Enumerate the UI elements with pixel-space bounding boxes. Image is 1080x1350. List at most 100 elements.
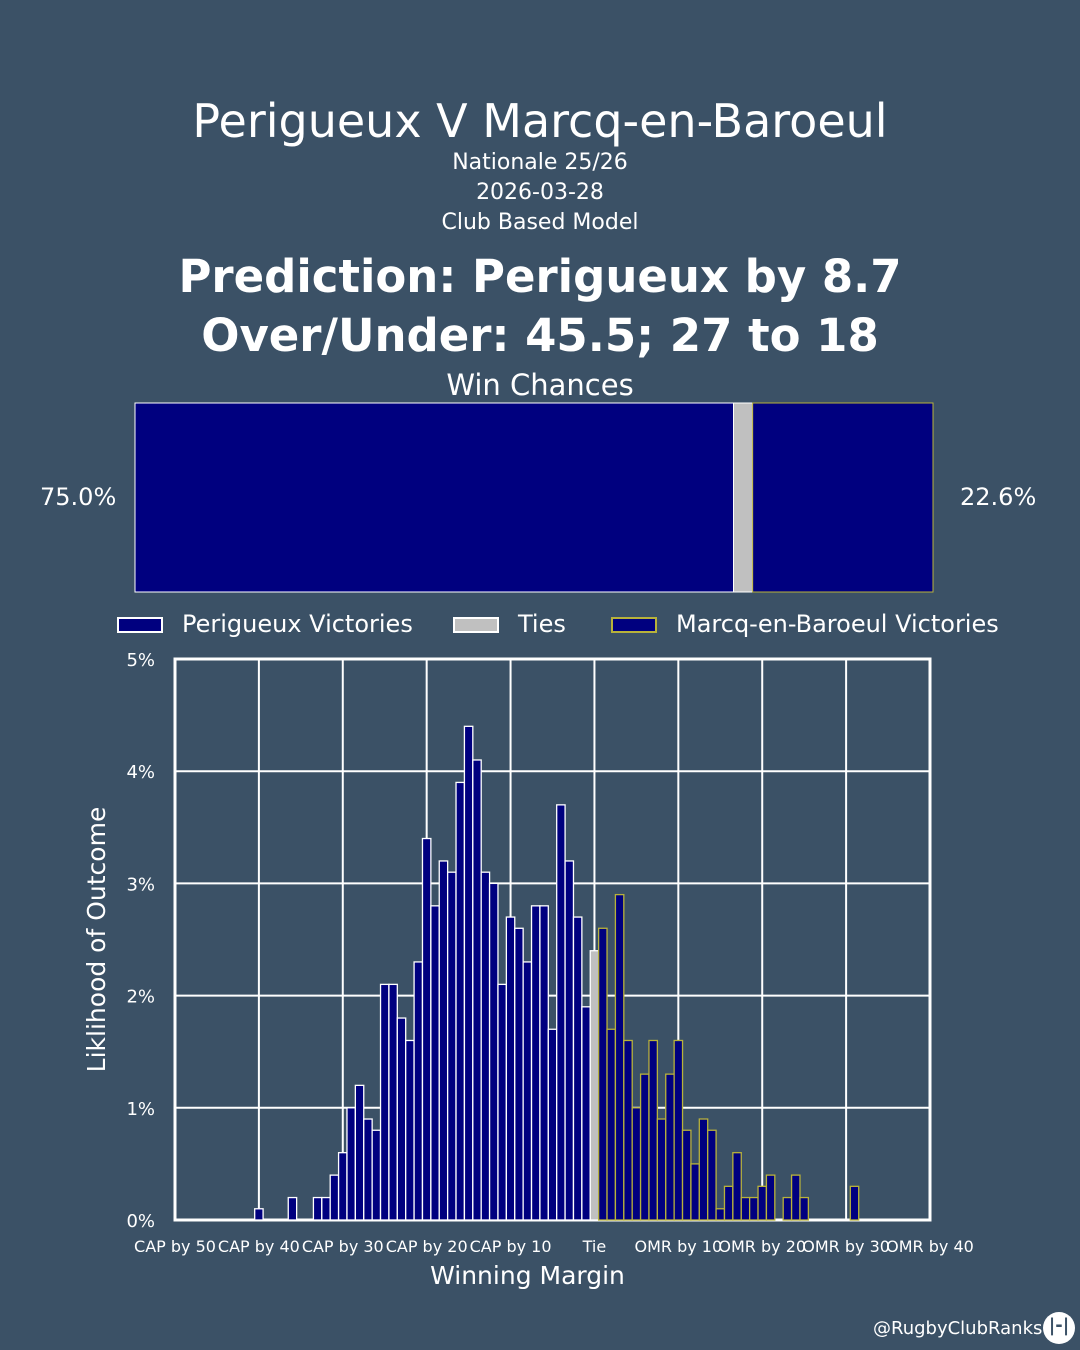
- bar-perigueux: [446, 871, 457, 1221]
- x-tick-label: OMR by 10: [634, 1237, 722, 1256]
- bar-perigueux: [472, 759, 482, 1221]
- footer-handle: @RugbyClubRanks: [873, 1318, 1043, 1339]
- bar-perigueux: [346, 1107, 357, 1221]
- bar-perigueux: [396, 1017, 407, 1221]
- bar-perigueux: [321, 1196, 331, 1221]
- bar-perigueux: [405, 1039, 415, 1221]
- bar-perigueux: [581, 1006, 591, 1221]
- x-tick-label: CAP by 30: [302, 1237, 384, 1256]
- bar-perigueux: [455, 781, 466, 1221]
- bar-marcq: [748, 1196, 759, 1221]
- win-bar-away-segment: [752, 402, 934, 593]
- y-tick-label: 3%: [126, 874, 155, 895]
- bar-perigueux: [354, 1084, 365, 1221]
- bar-marcq: [790, 1174, 801, 1221]
- chart-legend: Perigueux Victories Ties Marcq-en-Baroeu…: [0, 608, 1080, 644]
- y-tick-label: 1%: [126, 1099, 155, 1120]
- bar-marcq: [631, 1107, 642, 1221]
- bar-perigueux: [287, 1196, 298, 1221]
- bar-marcq: [707, 1129, 717, 1221]
- y-axis-label: Liklihood of Outcome: [82, 807, 111, 1073]
- legend-label-home: Perigueux Victories: [182, 610, 413, 638]
- bar-marcq: [732, 1152, 742, 1221]
- bar-perigueux: [438, 860, 449, 1221]
- away-win-pct: 22.6%: [960, 483, 1037, 511]
- bar-perigueux: [556, 804, 566, 1221]
- bar-marcq: [639, 1073, 650, 1221]
- over-under-text: Over/Under: 45.5; 27 to 18: [201, 309, 879, 362]
- bar-perigueux: [413, 961, 424, 1221]
- legend-label-tie: Ties: [518, 610, 566, 638]
- logo-text: |-|: [1048, 1315, 1070, 1336]
- bar-perigueux: [337, 1152, 348, 1221]
- bar-marcq: [740, 1196, 751, 1221]
- bar-perigueux: [505, 916, 516, 1221]
- x-tick-label: Tie: [582, 1237, 607, 1256]
- margin-distribution-chart: CAP by 50 CAP by 40 CAP by 30 CAP by 20 CAP …: [82, 650, 974, 1290]
- bar-marcq: [782, 1196, 793, 1221]
- bar-marcq: [849, 1185, 860, 1221]
- bar-marcq: [648, 1039, 659, 1221]
- logo-icon: |-|: [1043, 1312, 1075, 1344]
- bar-perigueux: [564, 860, 575, 1221]
- y-tick-label: 2%: [126, 987, 155, 1008]
- bar-tie: [589, 950, 600, 1221]
- bar-perigueux: [363, 1118, 373, 1221]
- x-tick-label: OMR by 30: [802, 1237, 890, 1256]
- bar-perigueux: [254, 1208, 264, 1221]
- bar-perigueux: [480, 871, 491, 1221]
- bar-perigueux: [388, 983, 398, 1221]
- bar-marcq: [665, 1073, 675, 1221]
- bar-perigueux: [430, 905, 440, 1221]
- win-chances-label: Win Chances: [446, 368, 634, 402]
- y-tick-label: 4%: [126, 762, 155, 783]
- legend-label-away: Marcq-en-Baroeul Victories: [676, 610, 999, 638]
- bar-perigueux: [312, 1196, 323, 1221]
- bar-marcq: [698, 1118, 709, 1221]
- bar-marcq: [723, 1185, 734, 1221]
- bar-marcq: [623, 1039, 633, 1221]
- bar-marcq: [690, 1163, 700, 1221]
- win-chances-bar: [134, 402, 934, 593]
- prediction-text: Prediction: Perigueux by 8.7: [178, 250, 902, 303]
- legend-swatch-home: [117, 617, 163, 633]
- y-tick-label: 0%: [126, 1211, 155, 1232]
- bar-perigueux: [379, 983, 390, 1221]
- match-date: 2026-03-28: [476, 180, 604, 205]
- x-tick-label: CAP by 20: [386, 1237, 468, 1256]
- legend-swatch-away: [611, 617, 657, 633]
- x-tick-label: CAP by 10: [470, 1237, 552, 1256]
- bar-marcq: [715, 1208, 726, 1221]
- x-tick-label: CAP by 40: [218, 1237, 300, 1256]
- legend-swatch-tie: [453, 617, 499, 633]
- bar-marcq: [597, 927, 608, 1221]
- bar-perigueux: [497, 983, 508, 1221]
- bar-perigueux: [371, 1129, 382, 1221]
- bar-perigueux: [514, 927, 524, 1221]
- y-tick-label: 5%: [126, 650, 155, 671]
- bar-marcq: [757, 1185, 768, 1221]
- bar-marcq: [799, 1196, 810, 1221]
- bar-perigueux: [421, 837, 432, 1221]
- bar-marcq: [614, 893, 625, 1221]
- bar-marcq: [656, 1118, 667, 1221]
- bar-perigueux: [488, 882, 499, 1221]
- bar-perigueux: [547, 1028, 558, 1221]
- x-tick-label: CAP by 50: [134, 1237, 216, 1256]
- bar-perigueux: [463, 725, 474, 1221]
- model-name: Club Based Model: [441, 210, 639, 235]
- bar-marcq: [606, 1028, 617, 1221]
- bar-perigueux: [539, 905, 549, 1221]
- x-tick-label: OMR by 20: [718, 1237, 806, 1256]
- bar-perigueux: [530, 905, 541, 1221]
- bar-marcq: [673, 1039, 684, 1221]
- home-win-pct: 75.0%: [40, 483, 117, 511]
- bar-marcq: [681, 1129, 692, 1221]
- x-axis-label: Winning Margin: [430, 1261, 625, 1290]
- bar-perigueux: [329, 1174, 340, 1221]
- chart-title: Perigueux V Marcq-en-Baroeul: [192, 94, 888, 148]
- bar-perigueux: [522, 961, 533, 1221]
- bar-marcq: [765, 1174, 776, 1221]
- league-name: Nationale 25/26: [452, 150, 628, 175]
- bar-perigueux: [572, 916, 583, 1221]
